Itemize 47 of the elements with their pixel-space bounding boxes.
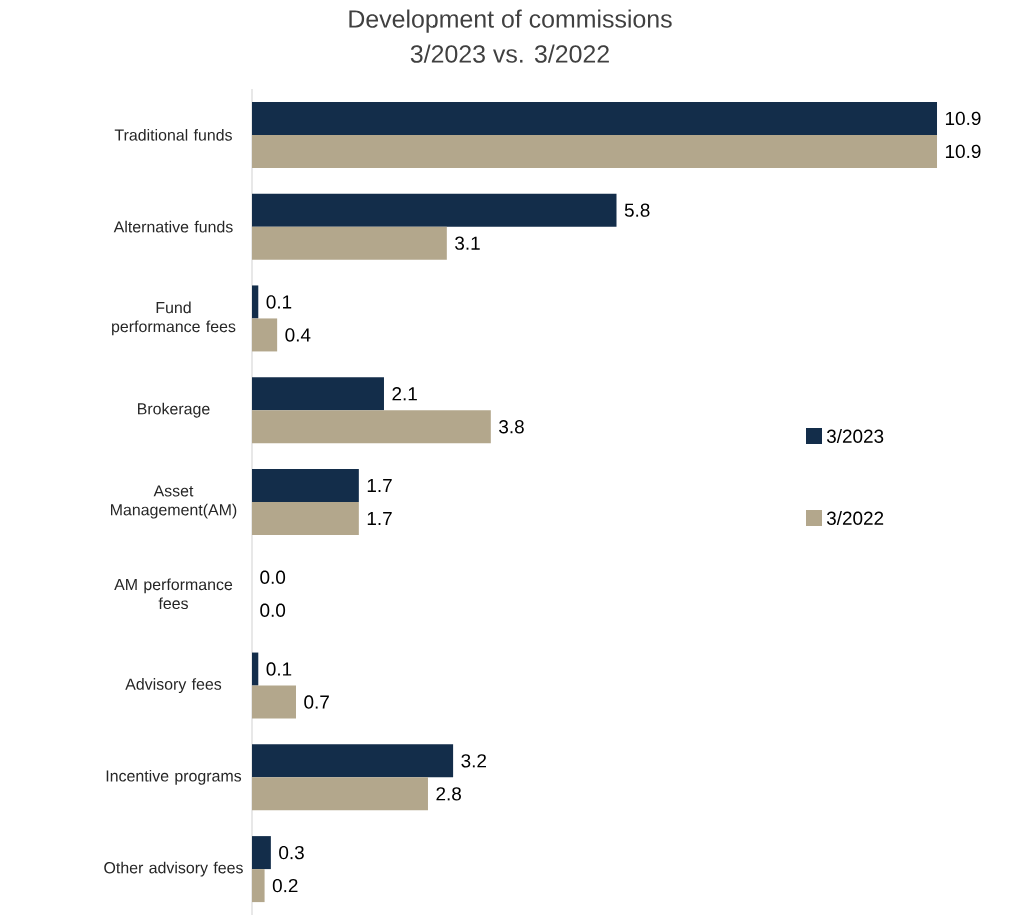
data-label: 1.7 <box>367 511 392 525</box>
y-tick-label: Advisory fees <box>125 678 222 693</box>
data-label: 2.8 <box>436 787 461 801</box>
data-label: 0.1 <box>266 295 292 309</box>
bar <box>252 285 259 319</box>
data-label: 3.8 <box>499 420 524 434</box>
chart-subtitle: 3/2023 vs. 3/2022 <box>410 44 609 63</box>
y-tick-label: Traditional funds <box>114 129 232 141</box>
y-tick-label: Asset Management(AM) <box>111 485 237 519</box>
data-label: 5.8 <box>624 203 650 217</box>
bar <box>252 744 454 778</box>
data-label: 0.3 <box>279 845 304 860</box>
bar <box>252 468 359 502</box>
data-label: 3.2 <box>461 754 486 768</box>
bar <box>252 869 265 903</box>
y-tick-label: AM performance fees <box>114 578 233 610</box>
bar <box>252 318 278 352</box>
bar <box>252 226 447 260</box>
data-label: 2.1 <box>392 387 417 401</box>
bar <box>252 652 259 686</box>
bar <box>252 836 271 870</box>
bar <box>252 193 617 227</box>
bar <box>252 777 428 811</box>
chart-title: Development of commissions <box>349 9 672 33</box>
data-label: 10.9 <box>945 111 981 126</box>
bar <box>252 377 384 411</box>
legend-label: 3/2023 <box>826 429 884 443</box>
data-label: 3.1 <box>455 236 480 250</box>
y-tick-label: Incentive programs <box>106 769 242 785</box>
y-tick-label: Brokerage <box>138 402 210 418</box>
data-label: 1.7 <box>367 478 392 492</box>
bar <box>252 134 938 168</box>
data-label: 0.0 <box>260 570 286 584</box>
bar <box>252 101 938 135</box>
bar <box>252 410 491 444</box>
data-label: 0.0 <box>260 603 286 617</box>
y-tick-label: Alternative funds <box>113 220 233 233</box>
data-label: 10.9 <box>945 144 981 159</box>
legend-label: 3/2022 <box>826 511 884 525</box>
data-label: 0.1 <box>266 662 292 676</box>
y-tick-label: Other advisory fees <box>104 861 243 877</box>
y-tick-label: Fund performance fees <box>112 301 236 336</box>
data-label: 0.4 <box>285 328 311 342</box>
data-label: 0.2 <box>272 878 298 893</box>
data-label: 0.7 <box>304 695 329 709</box>
bar <box>252 685 296 719</box>
bar <box>252 501 359 535</box>
